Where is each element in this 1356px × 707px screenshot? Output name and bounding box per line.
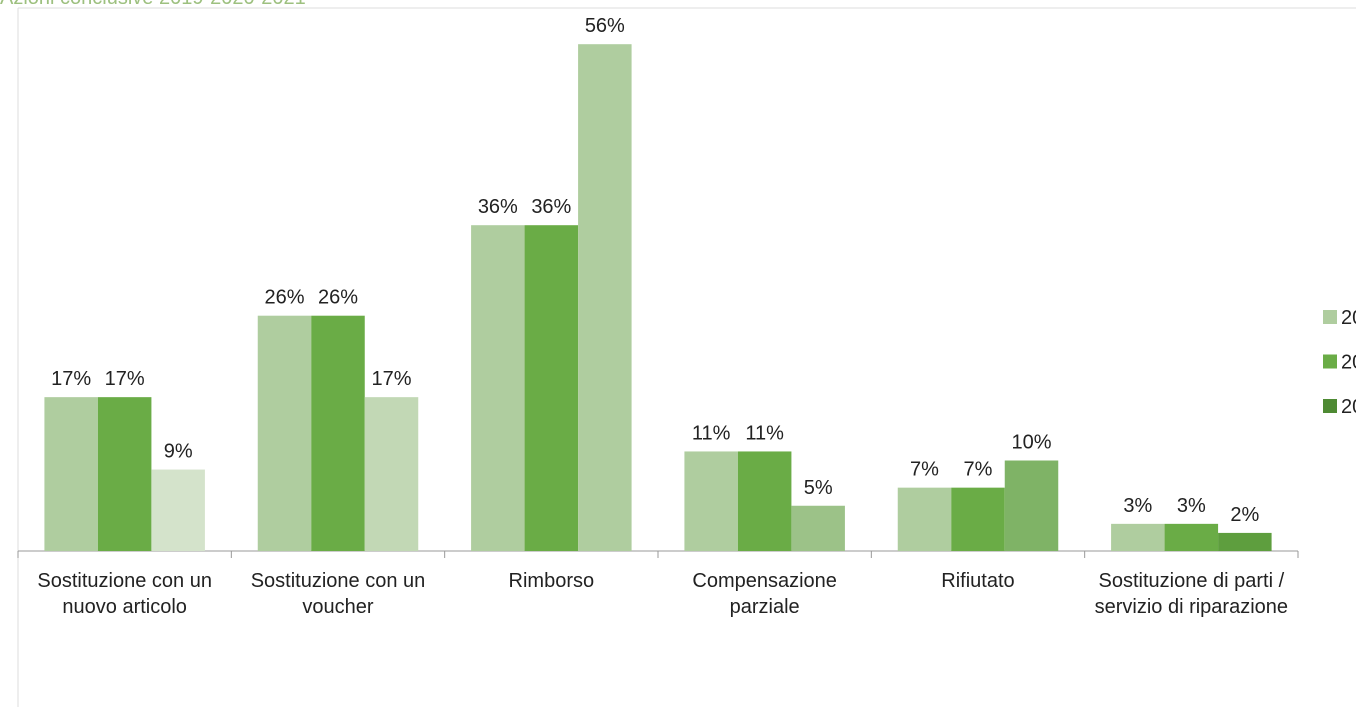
- bar: [1218, 532, 1272, 551]
- bar: [311, 315, 365, 551]
- x-tick-label: Sostituzione con un nuovo articolo: [37, 570, 212, 618]
- x-tick-label: Compensazione parziale: [692, 570, 837, 618]
- x-tick-label: Rifiutato: [941, 570, 1015, 592]
- data-label: 26%: [264, 287, 304, 309]
- data-label: 2%: [1230, 504, 1259, 526]
- data-label: 7%: [964, 459, 993, 481]
- data-label: 11%: [745, 422, 784, 444]
- legend-swatch: [1323, 399, 1337, 413]
- bar: [151, 469, 205, 551]
- bar: [684, 451, 738, 551]
- data-label: 5%: [804, 477, 833, 499]
- chart-title: Azioni conclusive 2019-2020-2021: [0, 0, 306, 9]
- legend-swatch: [1323, 354, 1337, 369]
- data-label: 3%: [1123, 495, 1152, 517]
- data-label: 9%: [164, 441, 193, 463]
- legend-label: 2020: [1341, 352, 1356, 374]
- bar: [524, 225, 579, 551]
- x-tick-label: Rimborso: [508, 570, 595, 592]
- x-tick-label: Sostituzione con un voucher: [250, 570, 426, 618]
- bar: [578, 44, 632, 551]
- data-label: 7%: [910, 459, 939, 481]
- data-label: 17%: [105, 368, 145, 390]
- data-label: 3%: [1177, 495, 1206, 517]
- data-label: 56%: [585, 15, 625, 37]
- bar: [257, 315, 312, 551]
- data-label: 36%: [478, 196, 518, 218]
- bar: [1004, 460, 1059, 551]
- legend-label: 2021: [1341, 396, 1356, 418]
- bar: [951, 487, 1005, 551]
- data-label: 10%: [1011, 432, 1051, 454]
- bar: [1164, 523, 1219, 551]
- data-label: 17%: [371, 368, 411, 390]
- bar: [897, 487, 952, 551]
- x-tick-label: Sostituzione di parti / servizio di ripa…: [1094, 570, 1289, 618]
- bar: [97, 397, 152, 551]
- bar: [1111, 523, 1165, 551]
- legend-swatch: [1323, 310, 1337, 324]
- bar: [364, 397, 419, 551]
- bar: [44, 397, 98, 551]
- bar: [791, 505, 845, 551]
- data-label: 11%: [692, 422, 731, 444]
- data-label: 26%: [318, 287, 358, 309]
- bar: [471, 225, 525, 551]
- data-label: 17%: [51, 368, 91, 390]
- bar: [737, 451, 792, 551]
- data-label: 36%: [531, 196, 571, 218]
- legend-label: 2019: [1341, 307, 1356, 329]
